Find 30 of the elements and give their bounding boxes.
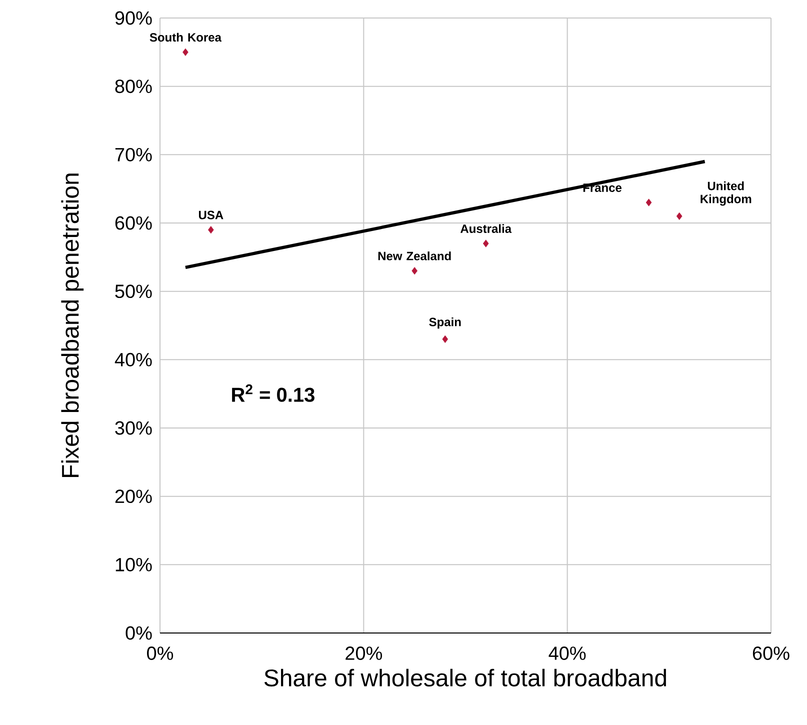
x-tick-label: 20% xyxy=(346,646,382,660)
point xyxy=(208,226,214,234)
point xyxy=(442,335,448,343)
annotation: South Korea xyxy=(150,32,222,42)
y-tick-label: 60% xyxy=(115,216,152,230)
point xyxy=(482,240,489,248)
annotation: Spain xyxy=(429,317,461,329)
y-tick-label: 70% xyxy=(115,148,152,162)
x-tick-label: 0% xyxy=(147,646,174,660)
y-tick-label: 30% xyxy=(115,421,152,435)
y-tick-label: 80% xyxy=(115,80,152,94)
x-axis-title: Share of wholesale of total broadband xyxy=(264,668,666,686)
point xyxy=(182,48,188,56)
x-tick-label: 60% xyxy=(752,646,790,660)
y-tick-label: 90% xyxy=(115,11,152,25)
annotation: USA xyxy=(198,210,224,220)
y-tick-label: 50% xyxy=(115,284,152,298)
y-tick-label: 0% xyxy=(126,626,152,640)
x-tick-label: 40% xyxy=(548,646,586,660)
text: R$^{2}$ = 0.13 xyxy=(232,384,314,402)
point xyxy=(412,267,418,275)
y-tick-label: 20% xyxy=(115,490,152,504)
y-tick-label: 10% xyxy=(116,558,152,572)
annotation: United Kingdom xyxy=(700,181,752,206)
y-axis-title: Fixed broadband penetration xyxy=(61,174,84,477)
y-tick-label: 40% xyxy=(114,352,152,366)
annotation: New Zealand xyxy=(378,251,451,260)
point xyxy=(676,212,682,220)
annotation: Australia xyxy=(460,224,512,233)
point xyxy=(646,198,652,206)
